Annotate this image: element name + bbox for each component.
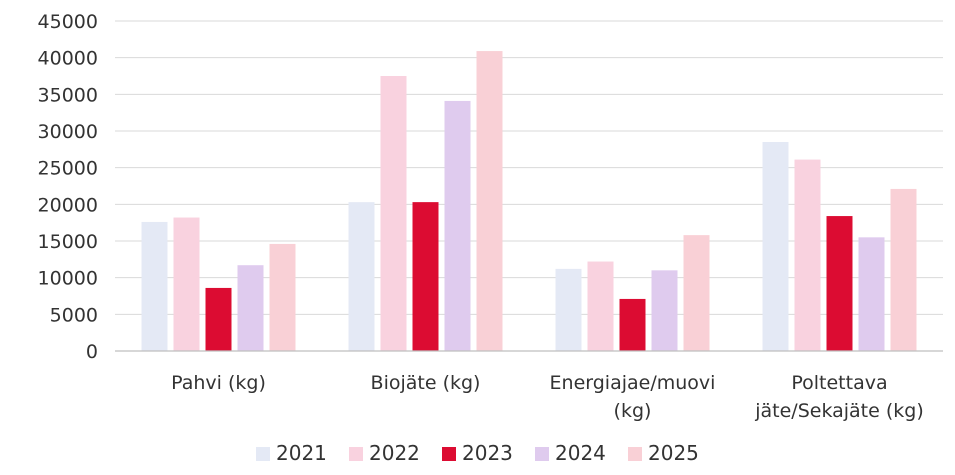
bar-2023-3 (826, 216, 853, 351)
legend-swatch (628, 447, 642, 461)
legend-item-2023[interactable]: 2023 (442, 441, 513, 465)
legend-swatch (535, 447, 549, 461)
y-tick-label: 5000 (50, 304, 98, 326)
legend-label: 2025 (648, 441, 699, 465)
bar-2024-0 (237, 265, 264, 351)
bar-2021-1 (348, 202, 375, 351)
legend-item-2022[interactable]: 2022 (349, 441, 420, 465)
legend-swatch (442, 447, 456, 461)
bar-2021-2 (555, 268, 582, 351)
bar-2022-1 (380, 76, 407, 351)
bar-2022-0 (173, 217, 200, 351)
y-tick-label: 10000 (38, 268, 98, 290)
x-category-label: jäte/Sekajäte (kg) (754, 400, 924, 422)
x-category-label: Poltettava (791, 372, 887, 394)
legend-label: 2022 (369, 441, 420, 465)
bar-2025-3 (890, 188, 917, 351)
legend-label: 2024 (555, 441, 606, 465)
x-category-label: Biojäte (kg) (371, 372, 481, 394)
legend-swatch (349, 447, 363, 461)
x-axis-category-labels: Pahvi (kg) Biojäte (kg) Energiajae/muovi (k… (171, 372, 924, 422)
y-tick-label: 30000 (38, 121, 98, 143)
bar-2024-3 (858, 237, 885, 351)
y-tick-label: 40000 (38, 48, 98, 70)
bar-2022-2 (587, 261, 614, 351)
bar-2022-3 (794, 159, 821, 351)
bar-2025-2 (683, 235, 710, 351)
y-axis-tick-labels: 0 5000 10000 15000 20000 25000 30000 35000 40000… (38, 11, 98, 363)
x-category-label: Pahvi (kg) (171, 372, 266, 394)
bars (141, 51, 917, 352)
legend-label: 2021 (276, 441, 327, 465)
y-tick-label: 25000 (38, 158, 98, 180)
legend-label: 2023 (462, 441, 513, 465)
legend: 2021 2022 2023 2024 2025 (256, 441, 699, 465)
bar-2021-3 (762, 142, 789, 351)
legend-item-2024[interactable]: 2024 (535, 441, 606, 465)
legend-item-2025[interactable]: 2025 (628, 441, 699, 465)
bar-2021-0 (141, 221, 168, 351)
bar-2025-0 (269, 243, 296, 351)
y-tick-label: 0 (86, 341, 98, 363)
bar-2024-1 (444, 100, 471, 351)
legend-item-2021[interactable]: 2021 (256, 441, 327, 465)
bar-2023-1 (412, 202, 439, 351)
bar-2023-2 (619, 298, 646, 351)
legend-swatch (256, 447, 270, 461)
y-tick-label: 15000 (38, 231, 98, 253)
bar-2025-1 (476, 51, 503, 352)
x-category-label: Energiajae/muovi (550, 372, 716, 394)
y-tick-label: 20000 (38, 194, 98, 216)
x-category-label: (kg) (614, 400, 652, 422)
y-tick-label: 45000 (38, 11, 98, 33)
y-tick-label: 35000 (38, 84, 98, 106)
bar-2023-0 (205, 287, 232, 351)
bar-2024-2 (651, 270, 678, 351)
